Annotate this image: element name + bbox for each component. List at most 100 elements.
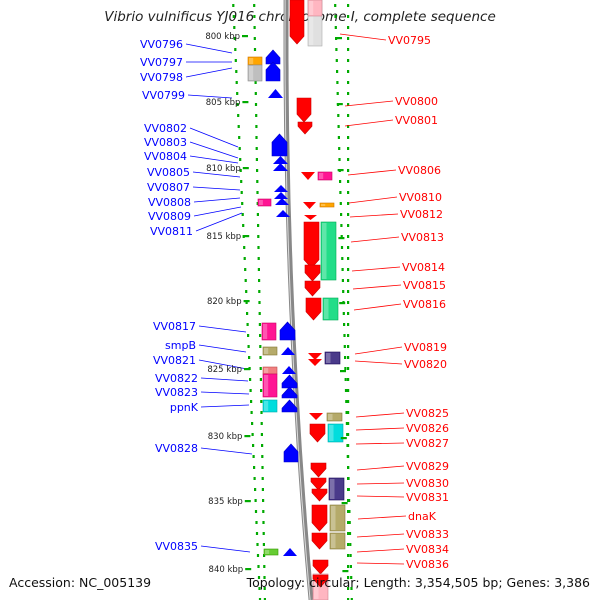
feature-vv0819b: [324, 351, 341, 365]
feature-vv0831: [311, 488, 328, 502]
feature-vv0803: [273, 156, 288, 164]
tick-dot: [347, 158, 350, 161]
gene-label-vv0798: VV0798: [140, 71, 183, 84]
gene-features: [247, 0, 346, 600]
tick-dot: [249, 389, 252, 392]
tick-dot: [240, 191, 243, 194]
scale-label: 805 kbp: [206, 98, 241, 108]
tick-dot: [234, 59, 237, 62]
feature-vv0833: [311, 532, 328, 550]
tick-dot: [347, 422, 350, 425]
feature-vv0836b: [312, 574, 329, 588]
tick-dot: [336, 81, 339, 84]
tick-dot: [350, 576, 353, 579]
tick-dot: [347, 246, 350, 249]
feature-vv0826: [309, 423, 326, 443]
tick-dot: [347, 378, 350, 381]
tick-dot: [255, 147, 258, 150]
feature-vv0817: [261, 322, 277, 341]
gene-label-vv0830: VV0830: [406, 477, 449, 490]
feature-vv0819: [308, 353, 322, 360]
feature-vv0830b: [328, 477, 345, 501]
tick-dot: [257, 268, 260, 271]
feature-vv0795c: [307, 0, 323, 17]
tick-dot: [262, 510, 265, 513]
feature-vv0820: [308, 359, 322, 366]
tick-dot: [347, 345, 350, 348]
scale-label: 810 kbp: [206, 164, 241, 174]
feature-vv0825: [309, 413, 323, 420]
leader-line: [352, 284, 402, 290]
scale-tick: [340, 437, 347, 440]
leader-line: [200, 377, 249, 382]
tick-dot: [259, 378, 262, 381]
gene-label-vv0802: VV0802: [144, 122, 187, 135]
tick-dot: [347, 411, 350, 414]
tick-dot: [254, 103, 258, 106]
feature-smpb: [262, 346, 278, 356]
tick-dot: [337, 125, 340, 128]
gene-label-vv0831: VV0831: [406, 491, 449, 504]
tick-dot: [256, 191, 259, 194]
tick-dot: [239, 169, 242, 172]
scale-tick: [244, 368, 250, 371]
leader-line: [356, 533, 405, 538]
feature-vv0834: [312, 559, 329, 575]
gene-label-vv0795: VV0795: [388, 34, 431, 47]
tick-dot: [347, 4, 350, 7]
tick-dot: [347, 356, 350, 359]
scale-tick: [338, 237, 345, 240]
tick-dot: [345, 411, 348, 414]
tick-dot: [340, 235, 343, 238]
tick-dot: [347, 477, 350, 480]
tick-dot: [334, 15, 337, 18]
leader-line: [354, 360, 403, 365]
feature-vv0823: [281, 386, 298, 399]
tick-dot: [347, 26, 350, 29]
tick-dot: [262, 521, 265, 524]
backbone-line: [283, 0, 314, 600]
feature-vv0825b-shine: [328, 414, 333, 420]
tick-dot: [257, 565, 260, 568]
tick-dot: [347, 499, 350, 502]
gene-label-vv0807: VV0807: [147, 181, 190, 194]
tick-dot: [335, 48, 338, 51]
tick-dot: [262, 499, 265, 502]
tick-dot: [251, 433, 254, 436]
tick-dot: [347, 213, 350, 216]
leader-line: [192, 171, 241, 178]
tick-dot: [256, 543, 259, 546]
scale-label: 835 kbp: [208, 497, 243, 507]
gene-label-vv0799: VV0799: [142, 89, 185, 102]
feature-vv0804: [273, 163, 288, 171]
gene-label-vv0823: VV0823: [155, 386, 198, 399]
scale-tick: [341, 502, 348, 505]
tick-dot: [244, 268, 247, 271]
tick-dot: [344, 389, 348, 392]
tick-dot: [253, 26, 256, 29]
leader-line: [355, 412, 405, 418]
tick-dot: [343, 323, 346, 326]
tick-dot: [261, 477, 264, 480]
feature-vv0813b: [320, 221, 337, 281]
feature-vv0833b: [329, 532, 346, 550]
feature-vv0797b: [265, 49, 281, 65]
tick-dot: [253, 37, 256, 40]
feature-vv0795b-shine: [309, 1, 314, 45]
feature-vv0805: [274, 185, 288, 192]
tick-dot: [340, 246, 344, 249]
scale-tick: [242, 101, 249, 104]
tick-dot: [248, 356, 251, 359]
tick-dot: [348, 532, 352, 535]
tick-dot: [253, 15, 256, 18]
tick-dot: [251, 422, 254, 425]
feature-vv0835: [263, 548, 279, 556]
gene-label-vv0805: VV0805: [147, 166, 190, 179]
gene-label-vv0813: VV0813: [401, 231, 444, 244]
feature-vv0795: [289, 0, 305, 45]
tick-dot: [238, 147, 241, 150]
tick-dot: [343, 334, 346, 337]
gene-label-vv0829: VV0829: [406, 460, 449, 473]
scale-label: 830 kbp: [208, 432, 243, 442]
